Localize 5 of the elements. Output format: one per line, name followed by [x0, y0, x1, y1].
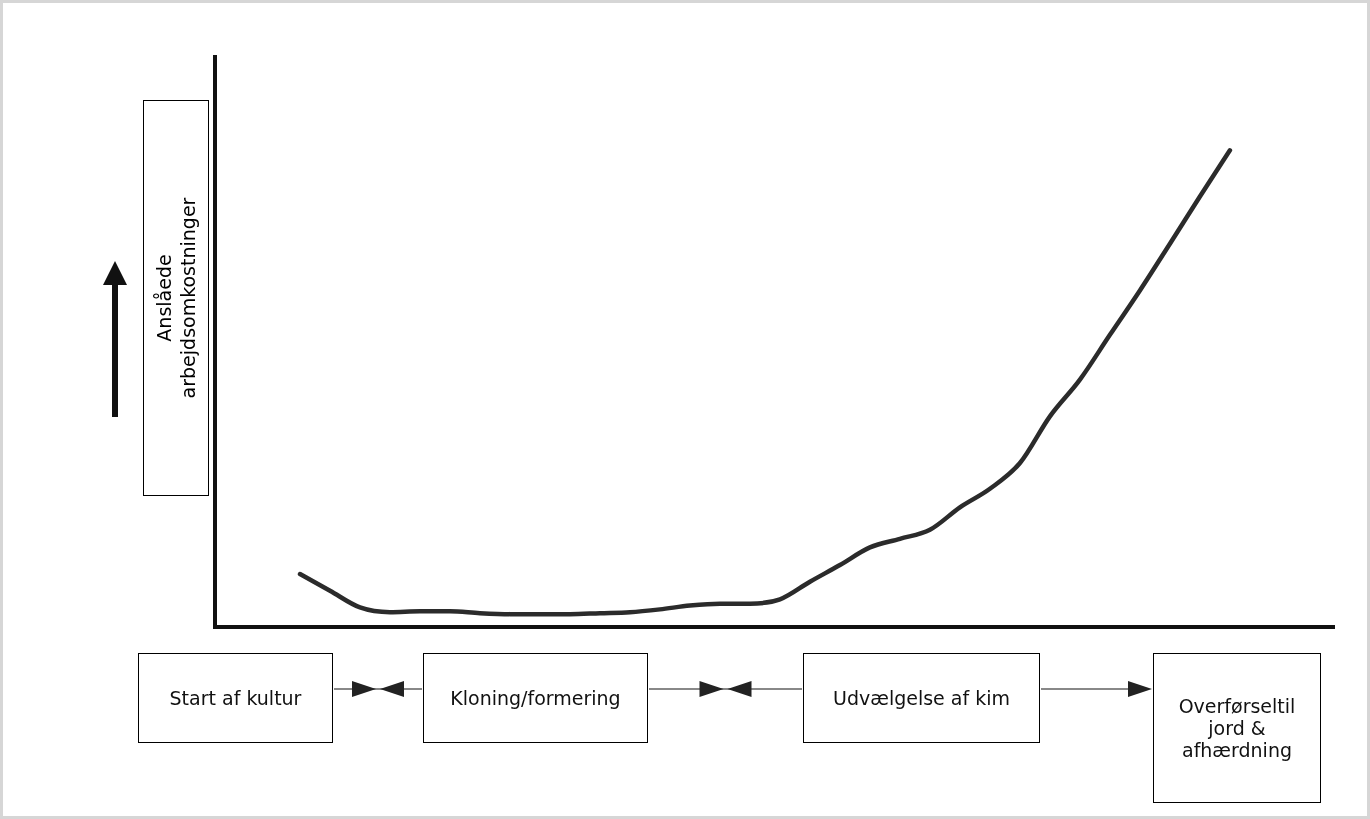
- text: Overførseltil jord & afhærdning: [1153, 653, 1321, 803]
- text: Udvælgelse af kim: [803, 653, 1040, 743]
- y-axis-title: Anslåede arbejdsomkostninger: [152, 196, 200, 401]
- text: Start af kultur: [138, 653, 333, 743]
- text: Kloning/formering: [423, 653, 648, 743]
